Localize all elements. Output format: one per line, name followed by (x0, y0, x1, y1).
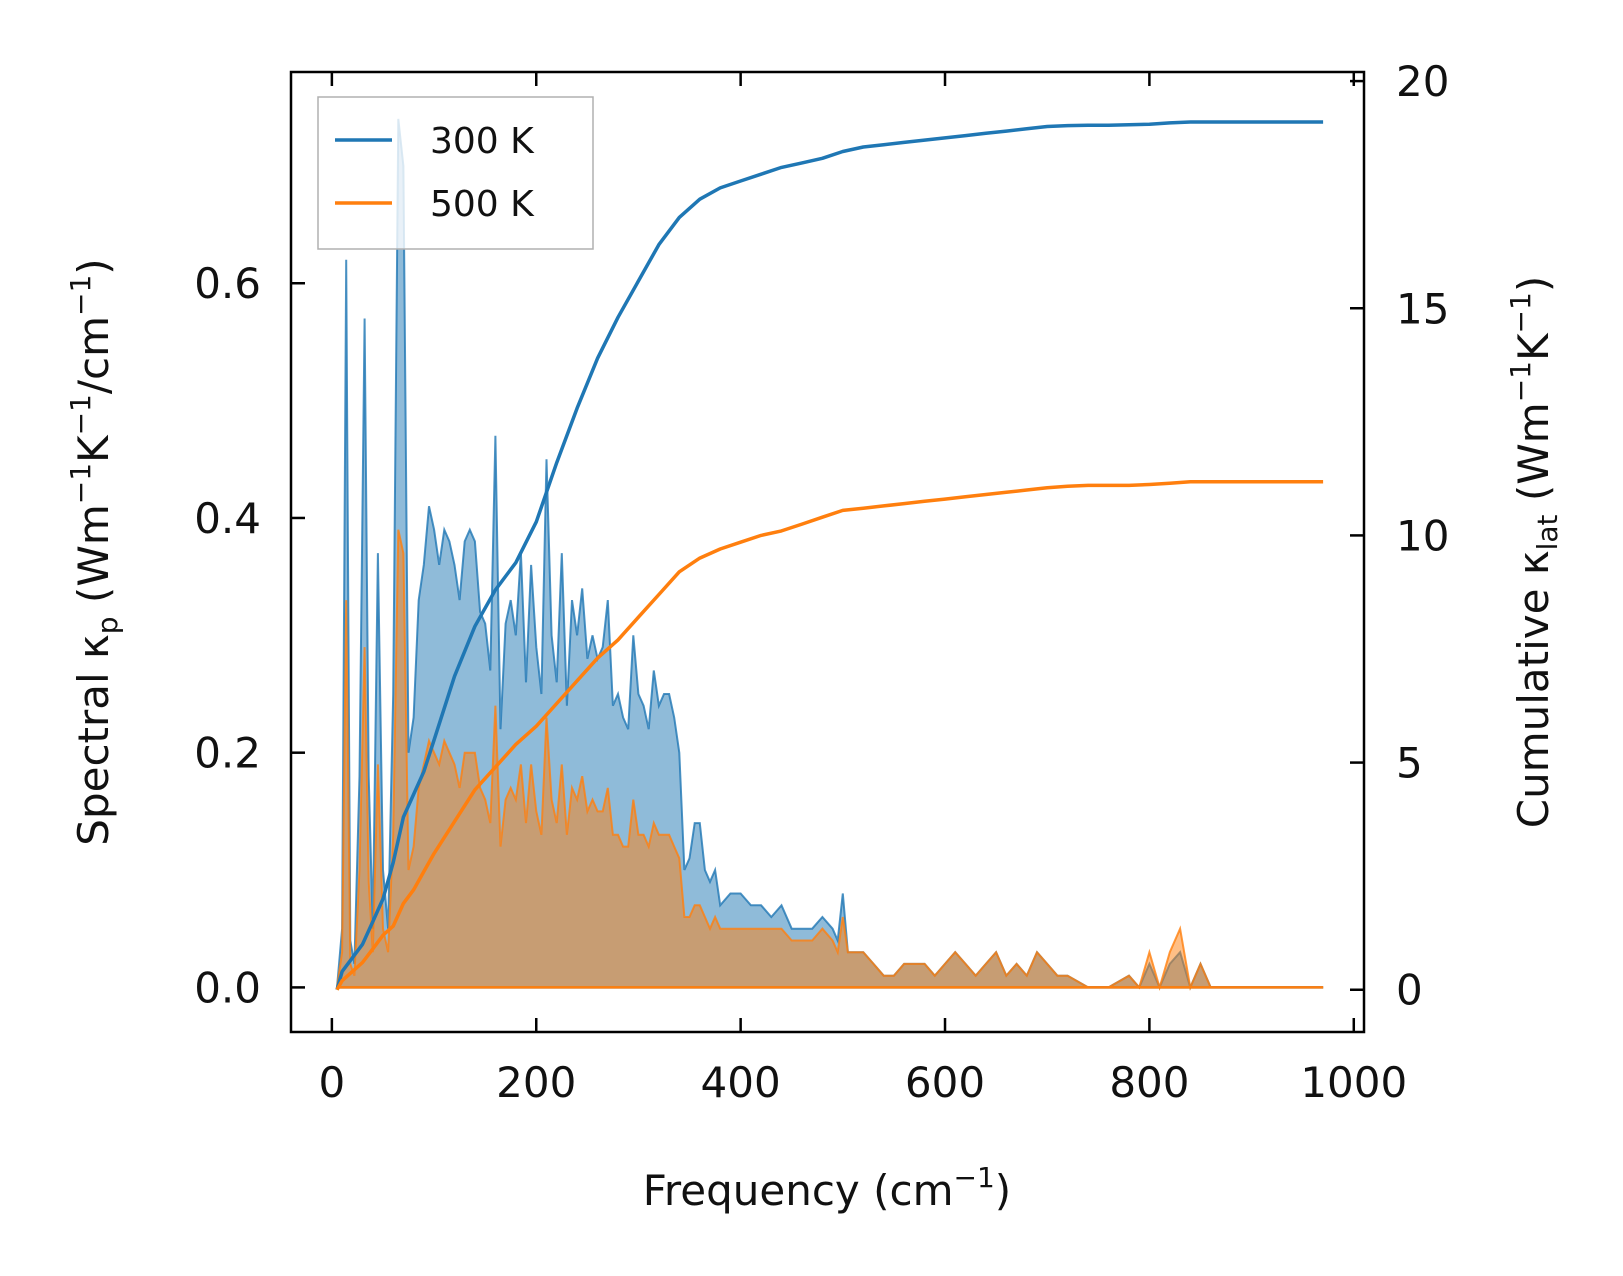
spectral-fill-300k (336, 118, 1324, 988)
y-right-tick-label: 10 (1396, 511, 1449, 560)
x-axis-label-base: Frequency (cm (643, 1166, 954, 1215)
y-left-label-tail: ) (69, 258, 118, 274)
y-left-label-sub: p (91, 616, 124, 634)
plot-marks (335, 118, 1324, 991)
x-tick-label: 600 (905, 1058, 985, 1107)
y-right-label-sup2: −1 (1504, 292, 1537, 333)
cumulative-line-500k (335, 480, 1324, 991)
x-tick-label: 1000 (1300, 1058, 1407, 1107)
plot-frame (289, 70, 1366, 1034)
x-tick-label: 200 (496, 1058, 576, 1107)
x-axis-label-sup: −1 (954, 1161, 995, 1194)
legend-box (317, 96, 594, 250)
y-left-tick-label: 0.4 (194, 494, 261, 543)
x-tick-label: 400 (701, 1058, 781, 1107)
y-right-label-sup1: −1 (1504, 361, 1537, 402)
y-left-label-mid2: K (69, 434, 118, 463)
axis-ticks: 0 200 400 600 800 1000 0.0 0.2 0.4 0.6 0 5 10 15 20 (194, 57, 1449, 1107)
y-left-tick-label: 0.2 (194, 729, 261, 778)
y-right-label-base: Cumulative κ (1509, 550, 1558, 828)
x-tick-label: 800 (1109, 1058, 1189, 1107)
legend: 300 K 500 K (317, 96, 594, 250)
y-right-label-mid2: K (1509, 332, 1558, 361)
cumulative-line-300k (335, 120, 1324, 991)
x-axis-label: Frequency (cm−1) (643, 1161, 1011, 1215)
y-axis-left-label: Spectral κp (Wm−1K−1/cm−1) (64, 258, 124, 845)
y-right-label-tail: ) (1509, 276, 1558, 292)
y-left-tick-label: 0.0 (194, 963, 261, 1012)
y-left-label-mid: (Wm (69, 504, 118, 616)
y-right-tick-label: 0 (1396, 966, 1423, 1015)
x-tick-label: 0 (319, 1058, 346, 1107)
y-left-label-sup2: −1 (64, 394, 97, 435)
y-right-tick-label: 20 (1396, 57, 1449, 106)
y-axis-right-label: Cumulative κlat (Wm−1K−1) (1504, 276, 1564, 828)
x-axis-label-tail: ) (995, 1166, 1011, 1215)
y-left-tick-label: 0.6 (194, 259, 261, 308)
y-left-label-base: Spectral κ (69, 634, 118, 846)
spectral-fill-500k (336, 529, 1324, 988)
spectral-line-500k (336, 529, 1324, 991)
y-left-label-sup3: −1 (64, 275, 97, 316)
y-left-label-sup1: −1 (64, 463, 97, 504)
legend-label-500k: 500 K (430, 184, 535, 225)
legend-label-300k: 300 K (430, 121, 535, 162)
y-right-label-mid: (Wm (1509, 402, 1558, 514)
y-right-label-sub: lat (1531, 514, 1564, 550)
y-left-label-mid3: /cm (69, 316, 118, 394)
y-right-tick-label: 15 (1396, 284, 1449, 333)
y-right-tick-label: 5 (1396, 739, 1423, 788)
